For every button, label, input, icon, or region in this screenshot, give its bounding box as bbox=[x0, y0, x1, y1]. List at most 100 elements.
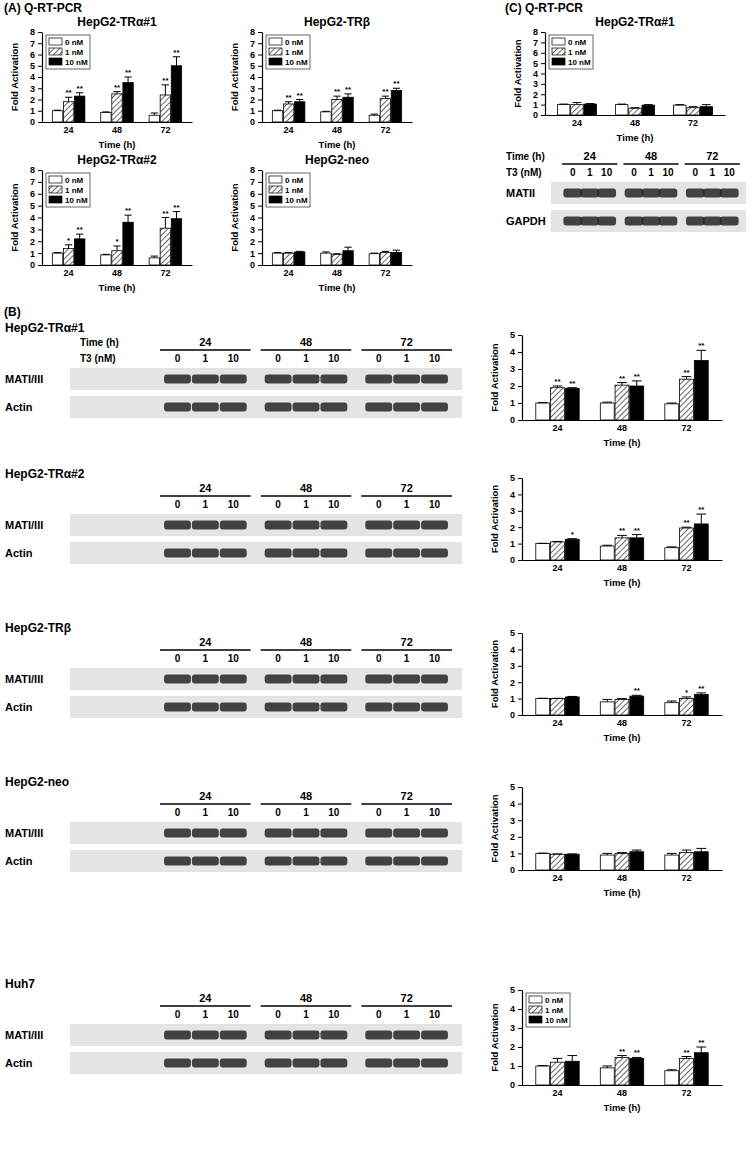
band bbox=[703, 189, 722, 198]
tick-mark bbox=[541, 115, 545, 116]
tick: 48 bbox=[332, 268, 342, 278]
error-cap bbox=[322, 111, 329, 112]
significance: ** bbox=[683, 368, 690, 377]
tick-mark bbox=[38, 88, 42, 89]
tick: 4 bbox=[510, 347, 522, 357]
annotations: ********* bbox=[571, 505, 706, 539]
band bbox=[293, 521, 320, 530]
tick-label: 5 bbox=[510, 628, 515, 638]
band bbox=[720, 217, 739, 226]
bar bbox=[294, 102, 304, 122]
chart-title: HepG2-neo bbox=[305, 153, 369, 167]
cell-line-label: HepG2-neo bbox=[5, 775, 69, 789]
error-cap bbox=[617, 698, 627, 699]
time-label: 24 bbox=[199, 992, 212, 1004]
axis-line bbox=[43, 122, 193, 123]
legend-item: 10 nM bbox=[545, 1016, 568, 1025]
tick-label: 24 bbox=[552, 1088, 562, 1098]
tick: 0 bbox=[510, 1080, 522, 1090]
error-cap bbox=[538, 402, 548, 403]
legend-swatch bbox=[552, 58, 565, 65]
tick-label: 72 bbox=[160, 268, 170, 278]
tick-mark bbox=[518, 787, 522, 788]
annotations: ********** bbox=[67, 203, 180, 246]
tick-mark bbox=[541, 105, 545, 106]
dose-label: 1 bbox=[303, 499, 309, 510]
tick: 24 bbox=[552, 563, 562, 573]
tick: 3 bbox=[30, 84, 42, 94]
tick-mark bbox=[518, 837, 522, 838]
error-bar bbox=[274, 252, 281, 254]
bar bbox=[551, 542, 565, 560]
dose-label: 1 bbox=[303, 807, 309, 818]
tick-mark bbox=[541, 94, 545, 95]
legend-swatch bbox=[49, 38, 62, 45]
band bbox=[365, 1059, 392, 1068]
tick: 48 bbox=[112, 268, 122, 278]
tick-mark bbox=[518, 544, 522, 545]
axis-line bbox=[545, 33, 546, 116]
dose-label: 1 bbox=[303, 1009, 309, 1020]
tick-label: 4 bbox=[510, 490, 515, 500]
dose-label: 1 bbox=[404, 499, 410, 510]
error-bar bbox=[567, 853, 577, 854]
bar bbox=[74, 239, 84, 265]
tick: 8 bbox=[250, 27, 262, 37]
legend-swatch bbox=[269, 196, 282, 203]
band bbox=[393, 375, 420, 384]
bar bbox=[52, 111, 62, 122]
band bbox=[192, 1059, 219, 1068]
annotations: ***** bbox=[634, 684, 706, 697]
blot-strip bbox=[70, 542, 462, 564]
tick-label: 6 bbox=[250, 50, 255, 60]
error-bar bbox=[274, 110, 281, 112]
cell-line-label: HepG2-TRα#2 bbox=[5, 467, 85, 481]
error-bar bbox=[322, 111, 329, 113]
significance: ** bbox=[162, 209, 169, 218]
tick: 1 bbox=[510, 849, 522, 859]
bar bbox=[332, 100, 342, 123]
tick: 24 bbox=[552, 423, 562, 433]
tick: 6 bbox=[30, 50, 42, 60]
y-axis-title: Fold Activation bbox=[229, 43, 240, 111]
tick-label: 0 bbox=[510, 1080, 515, 1090]
legend-frame bbox=[266, 173, 310, 207]
error-stem bbox=[79, 234, 80, 239]
dose-label: 1 bbox=[303, 353, 309, 364]
group-underline bbox=[160, 649, 251, 651]
error-bar bbox=[371, 253, 378, 255]
tick-mark bbox=[258, 77, 262, 78]
error-bar bbox=[65, 245, 72, 249]
band bbox=[320, 549, 347, 558]
bar bbox=[160, 228, 170, 265]
significance: ** bbox=[162, 76, 169, 85]
band bbox=[220, 1059, 247, 1068]
tick: 24 bbox=[552, 873, 562, 883]
bar bbox=[321, 112, 331, 122]
band bbox=[365, 403, 392, 412]
significance: ** bbox=[634, 526, 641, 535]
error-cap bbox=[689, 106, 698, 107]
panel-label: (C) Q-RT-PCR bbox=[505, 1, 583, 15]
bar bbox=[380, 98, 390, 122]
x-axis: 244872 bbox=[523, 421, 723, 434]
error-cap bbox=[602, 699, 612, 700]
tick-label: 72 bbox=[160, 125, 170, 135]
tick-label: 8 bbox=[30, 165, 35, 175]
tick-label: 48 bbox=[617, 873, 627, 883]
time-label: 48 bbox=[300, 336, 312, 348]
error-bar bbox=[113, 92, 120, 94]
tick: 4 bbox=[510, 645, 522, 655]
annotations: ******** bbox=[619, 1038, 705, 1057]
x-axis-title: Time (h) bbox=[604, 577, 641, 588]
tick-label: 3 bbox=[510, 816, 515, 826]
tick-label: 5 bbox=[30, 201, 35, 211]
bar bbox=[123, 222, 133, 265]
y-axis: 012345678 bbox=[30, 165, 43, 270]
tick: 1 bbox=[510, 539, 522, 549]
tick-label: 2 bbox=[250, 237, 255, 247]
blot: HepG2-TRα#1Time (h)T3 (nM)24011048011072… bbox=[5, 321, 462, 418]
axis-line bbox=[523, 420, 723, 421]
band bbox=[265, 403, 292, 412]
tick-label: 1 bbox=[510, 1061, 515, 1071]
